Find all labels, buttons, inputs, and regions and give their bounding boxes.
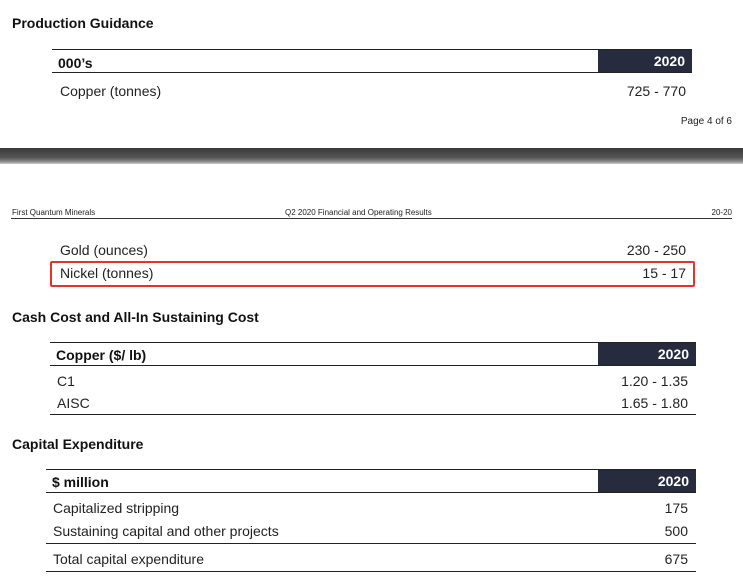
row-value: 1.20 - 1.35 (621, 373, 688, 389)
table-top-rule (52, 49, 692, 50)
table-header-rule (52, 72, 692, 73)
cash-cost-year-header: 2020 (598, 343, 696, 365)
total-top-rule (46, 543, 696, 544)
table-row: Sustaining capital and other projects 50… (53, 523, 688, 541)
row-value: 175 (664, 500, 688, 516)
header-company: First Quantum Minerals (12, 208, 96, 217)
table-row: Capitalized stripping 175 (53, 500, 688, 518)
production-year-header: 2020 (598, 50, 692, 72)
row-value: 500 (664, 523, 688, 539)
table-row: Copper (tonnes) 725 - 770 (60, 83, 686, 101)
header-rule (11, 218, 732, 219)
row-label: Nickel (tonnes) (60, 265, 154, 281)
row-label: C1 (57, 373, 75, 389)
capex-unit-header: $ million (52, 474, 109, 490)
table-top-rule (50, 342, 696, 343)
page-number: Page 4 of 6 (680, 116, 732, 127)
row-value: 15 - 17 (642, 265, 686, 281)
table-bottom-rule (50, 414, 696, 415)
capex-title: Capital Expenditure (12, 436, 144, 452)
table-row: C1 1.20 - 1.35 (57, 373, 688, 391)
table-header-rule (50, 365, 696, 366)
capex-year-header: 2020 (598, 470, 696, 492)
table-header-rule (46, 492, 696, 493)
table-row: Gold (ounces) 230 - 250 (60, 242, 686, 260)
row-label: AISC (57, 395, 90, 411)
production-unit-header: 000’s (58, 55, 93, 71)
header-page-ref: 20-20 (711, 208, 732, 217)
row-value: 725 - 770 (626, 83, 686, 99)
total-label: Total capital expenditure (53, 551, 204, 567)
production-guidance-title: Production Guidance (12, 15, 154, 31)
table-top-rule (46, 469, 696, 470)
row-label: Capitalized stripping (53, 500, 180, 516)
cash-cost-title: Cash Cost and All-In Sustaining Cost (12, 309, 259, 325)
total-bottom-rule (46, 571, 696, 572)
total-value: 675 (664, 551, 688, 567)
row-value: 1.65 - 1.80 (621, 395, 688, 411)
row-label: Sustaining capital and other projects (53, 523, 279, 539)
table-row: AISC 1.65 - 1.80 (57, 395, 688, 413)
row-value: 230 - 250 (626, 242, 686, 258)
table-row: Nickel (tonnes) 15 - 17 (60, 265, 686, 283)
row-label: Copper (tonnes) (60, 83, 162, 99)
cash-cost-unit-header: Copper ($/ lb) (56, 347, 147, 363)
page-separator (0, 148, 743, 164)
highlight-box (50, 261, 695, 287)
header-report-title: Q2 2020 Financial and Operating Results (285, 208, 432, 217)
row-label: Gold (ounces) (60, 242, 148, 258)
total-row: Total capital expenditure 675 (53, 551, 688, 569)
